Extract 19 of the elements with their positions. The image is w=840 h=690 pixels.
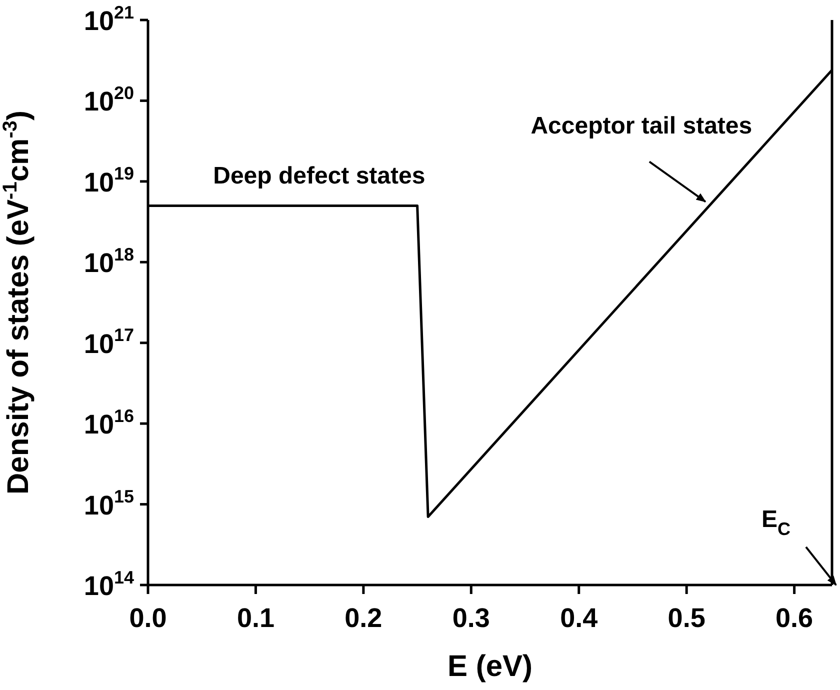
x-tick-label: 0.1: [236, 603, 274, 634]
y-tick-label: 10$^{15}$: [84, 486, 134, 520]
annotation: Acceptor tail states: [530, 112, 752, 140]
x-axis-title: E (eV): [447, 650, 533, 683]
x-tick-label: 0.4: [560, 603, 598, 634]
y-tick-label: 10$^{20}$: [84, 83, 134, 117]
y-tick-label: 10$^{14}$: [84, 567, 134, 601]
x-tick-label: 0.2: [344, 603, 382, 634]
x-tick-label: 0.3: [452, 603, 490, 634]
x-tick-label: 0.0: [129, 603, 167, 634]
y-tick-label: 10$^{21}$: [84, 2, 134, 36]
annotation: E$_{C}$: [761, 506, 791, 539]
y-tick-label: 10$^{18}$: [84, 244, 134, 278]
x-tick-label: 0.5: [668, 603, 706, 634]
y-tick-label: 10$^{16}$: [84, 406, 134, 440]
y-tick-label: 10$^{17}$: [84, 325, 134, 359]
x-tick-label: 0.6: [776, 603, 814, 634]
annotation: Deep defect states: [213, 162, 426, 190]
y-tick-label: 10$^{19}$: [84, 164, 134, 198]
